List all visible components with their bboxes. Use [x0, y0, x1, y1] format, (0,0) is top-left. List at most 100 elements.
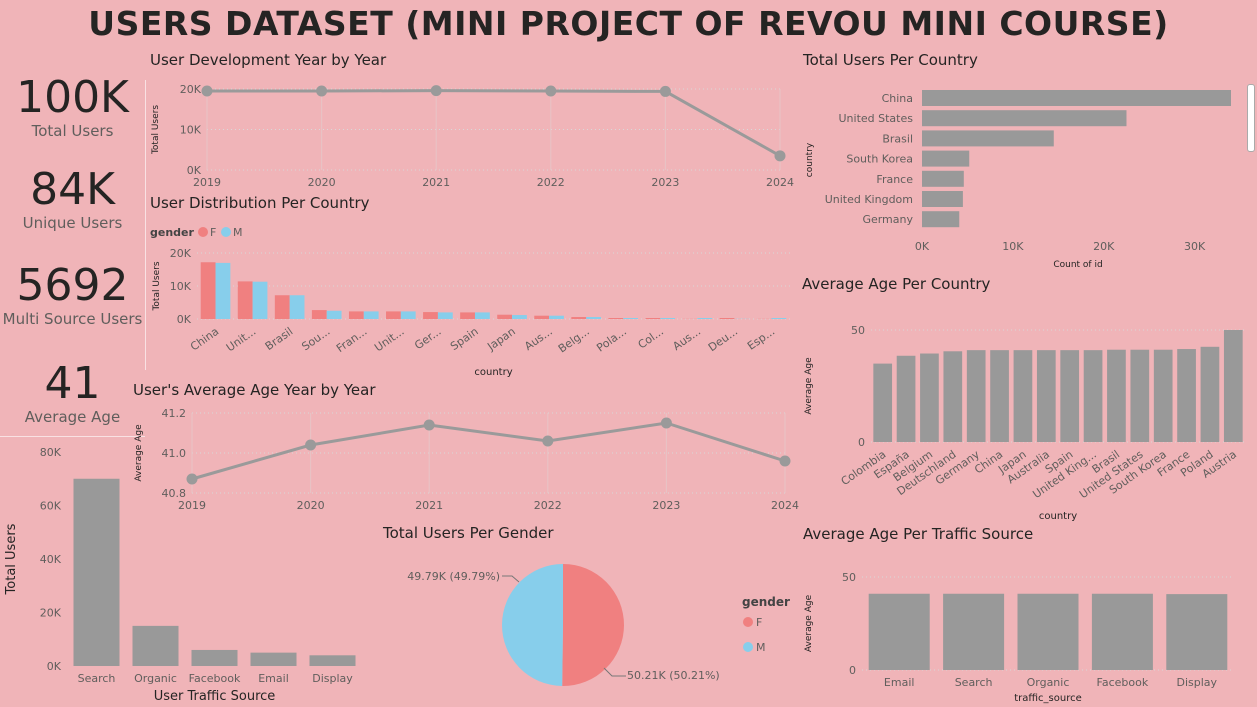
x-tick-label: Brasil — [263, 325, 296, 353]
scrollbar[interactable] — [1247, 84, 1255, 152]
x-tick-label: Email — [884, 676, 915, 689]
bar — [1177, 349, 1196, 442]
data-point — [545, 85, 557, 97]
bar-F — [386, 311, 401, 319]
chart-title: Total Users Per Country — [803, 51, 978, 69]
y-tick-label: 60K — [40, 500, 62, 513]
kpi-unique-users: 84K Unique Users — [0, 166, 145, 233]
bar-M — [215, 262, 231, 319]
bar-F — [571, 317, 587, 319]
y-tick-label: 80K — [40, 446, 62, 459]
kpi-label: Unique Users — [22, 214, 123, 232]
x-tick-label: 2022 — [534, 499, 562, 512]
y-tick-label: 40K — [40, 553, 62, 566]
bar-M — [549, 315, 564, 319]
bar-M — [326, 310, 342, 319]
x-tick-label: Aus... — [670, 325, 703, 353]
x-tick-label: 30K — [1184, 240, 1206, 253]
x-tick-label: 2020 — [297, 499, 325, 512]
bar-M — [697, 318, 713, 319]
kpi-multi-source-users: 5692 Multi Source Users — [0, 260, 145, 329]
series-line — [191, 421, 786, 481]
kpi-value: 100K — [16, 72, 129, 123]
legend-title: gender — [742, 595, 790, 609]
y-tick-label: 20K — [180, 83, 202, 96]
leader-line — [502, 575, 520, 583]
data-label-m: 49.79K (49.79%) — [407, 570, 500, 583]
y-tick-label: 0K — [47, 660, 62, 673]
bar — [73, 478, 120, 666]
x-tick-label: 2021 — [415, 499, 443, 512]
x-tick-label: 2023 — [652, 499, 680, 512]
bar — [132, 625, 179, 666]
bar — [943, 351, 963, 442]
y-tick-label: 41.0 — [162, 447, 187, 460]
bar-F — [200, 262, 216, 319]
data-point — [430, 85, 442, 97]
data-point — [201, 85, 213, 97]
bar — [309, 655, 356, 666]
x-tick-label: 2020 — [308, 176, 336, 189]
bar-M — [400, 311, 416, 319]
data-point — [542, 435, 554, 447]
bar — [1036, 350, 1056, 442]
x-tick-label: China — [188, 325, 221, 354]
bar — [990, 350, 1009, 442]
divider — [0, 436, 145, 437]
x-tick-label: Ger... — [412, 325, 443, 352]
bar-M — [660, 318, 676, 319]
x-tick-label: Fran... — [334, 325, 370, 355]
bar-F — [237, 281, 253, 319]
x-tick-label: Organic — [134, 672, 177, 685]
y-tick-label: 0 — [858, 436, 865, 449]
bar — [1166, 594, 1228, 670]
bar-M — [363, 311, 379, 319]
bar — [920, 353, 939, 442]
legend-f-marker — [743, 617, 753, 627]
legend-m-label: M — [756, 641, 766, 654]
x-axis-title: country — [1039, 511, 1077, 522]
bar — [943, 593, 1005, 670]
x-tick-label: Search — [955, 676, 993, 689]
y-tick-label: United States — [839, 112, 914, 125]
x-tick-label: Japan — [484, 325, 517, 354]
x-tick-label: Search — [78, 672, 116, 685]
bar-F — [460, 312, 475, 319]
x-tick-label: Display — [1177, 676, 1218, 689]
x-tick-label: Pola... — [594, 325, 629, 355]
x-tick-label: 2022 — [537, 176, 565, 189]
x-axis-title: User Traffic Source — [154, 689, 276, 704]
bar-M — [512, 315, 527, 319]
y-tick-label: 0 — [849, 664, 856, 677]
bar-F — [274, 295, 290, 319]
data-point — [779, 455, 791, 467]
x-tick-label: Unit... — [224, 325, 258, 355]
bar — [868, 593, 930, 670]
kpi-value: 5692 — [16, 260, 129, 311]
bar-F — [719, 318, 735, 319]
y-tick-label: China — [882, 92, 913, 105]
bar — [1200, 346, 1220, 442]
bar — [966, 350, 986, 442]
kpi-value: 41 — [44, 358, 101, 409]
bar-F — [534, 315, 550, 319]
legend-m-marker — [221, 227, 231, 237]
y-axis-title: Average Age — [134, 424, 144, 482]
y-axis-title: Total Users — [152, 261, 162, 311]
y-axis-title: Average Age — [804, 357, 814, 415]
x-tick-label: Facebook — [189, 672, 241, 685]
bar — [1153, 349, 1173, 442]
x-tick-label: Facebook — [1097, 676, 1149, 689]
chart-title: User Distribution Per Country — [150, 194, 370, 212]
bar — [922, 150, 970, 167]
chart-title: Average Age Per Traffic Source — [803, 525, 1034, 543]
bar-M — [771, 318, 787, 319]
x-tick-label: 2024 — [766, 176, 794, 189]
bar — [1130, 349, 1150, 442]
pie-slice-F — [562, 564, 624, 686]
dashboard-title: USERS DATASET (MINI PROJECT OF REVOU MIN… — [88, 4, 1169, 43]
bar-F — [348, 311, 364, 319]
x-tick-label: Col... — [636, 325, 666, 352]
x-tick-label: 2024 — [771, 499, 799, 512]
bar — [896, 355, 916, 442]
